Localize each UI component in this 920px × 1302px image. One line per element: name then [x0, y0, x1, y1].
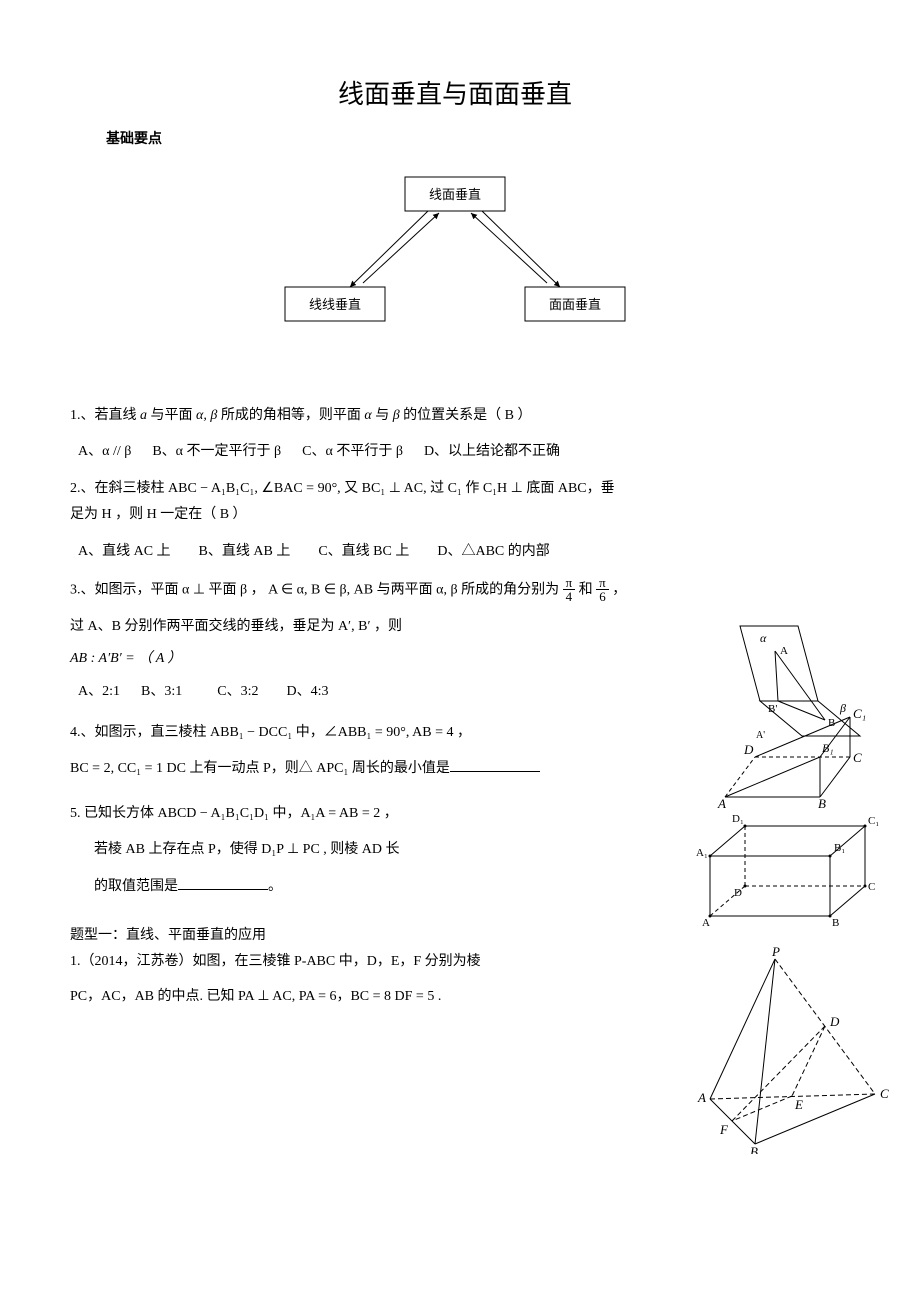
q2-line-a: 2.、在斜三棱柱 ABC − A₁B₁C₁, ∠BAC = 90°, 又 BC₁…	[70, 476, 840, 503]
flow-top-label: 线面垂直	[429, 187, 481, 202]
svg-text:A₁: A₁	[696, 847, 708, 859]
q4-line-a: 4.、如图示，直三棱柱 ABB₁ − DCC₁ 中，∠ABB₁ = 90°, A…	[70, 720, 690, 747]
svg-text:E: E	[794, 1097, 803, 1112]
question-1: 1.、若直线 a 与平面 α, β 所成的角相等，则平面 α 与 β 的位置关系…	[70, 403, 840, 430]
svg-text:C₁: C₁	[853, 706, 866, 721]
q1-options: A、α // β B、α 不一定平行于 β C、α 不平行于 β D、以上结论都…	[78, 439, 840, 466]
flow-right-label: 面面垂直	[549, 297, 601, 312]
q1-stem-b: 与平面	[147, 408, 196, 423]
svg-text:α: α	[760, 631, 767, 645]
q3-comma: ，	[612, 582, 626, 597]
q2-line-b: 足为 H ，则 H 一定在（ B ）	[70, 502, 840, 529]
svg-text:D: D	[829, 1014, 840, 1029]
question-4: 4.、如图示，直三棱柱 ABB₁ − DCC₁ 中，∠ABB₁ = 90°, A…	[70, 720, 690, 783]
svg-text:A: A	[780, 645, 788, 657]
flow-diagram: 线面垂直 线线垂直 面面垂直	[70, 172, 840, 353]
q3-line-b: 过 A、B 分别作两平面交线的垂线，垂足为 A′, B′ ，则	[70, 614, 690, 641]
q1-stem-d: 与	[372, 408, 393, 423]
q5-period: 。	[268, 879, 282, 894]
svg-text:A: A	[702, 917, 710, 926]
svg-text:C: C	[868, 881, 875, 893]
svg-text:D₁: D₁	[732, 813, 744, 825]
q5-blank	[178, 875, 268, 890]
svg-text:B₁: B₁	[834, 842, 845, 854]
t1-line-a: 1.（2014，江苏卷）如图，在三棱锥 P-ABC 中，D，E，F 分别为棱	[70, 949, 690, 976]
q3-line-c: AB : A′B′ = （ A ）	[70, 646, 690, 673]
q1-a: a	[140, 408, 147, 423]
section-basics: 基础要点	[106, 127, 840, 154]
figure-q5: A B C D A₁ B₁ C₁ D₁	[690, 796, 880, 926]
q3-frac2: π6	[596, 576, 609, 604]
svg-text:D: D	[743, 742, 754, 757]
svg-text:C₁: C₁	[868, 815, 879, 827]
q1-beta: β	[393, 408, 400, 423]
svg-text:F: F	[719, 1122, 729, 1137]
page-title: 线面垂直与面面垂直	[70, 70, 840, 119]
q4-line-b: BC = 2, CC₁ = 1 DC 上有一动点 P，则△ APC₁ 周长的最小…	[70, 761, 450, 776]
q1-stem-e: 的位置关系是（ B ）	[400, 408, 532, 423]
svg-text:C: C	[853, 750, 862, 765]
q5-line-b: 若棱 AB 上存在点 P，使得 D₁P ⊥ PC , 则棱 AD 长	[94, 837, 690, 864]
q5-line-a: 5. 已知长方体 ABCD − A₁B₁C₁D₁ 中，A₁A = AB = 2 …	[70, 801, 690, 828]
q1-alpha: α	[364, 408, 371, 423]
figure-t1: P A B C D E F	[680, 944, 900, 1154]
q1-stem-a: 1.、若直线	[70, 408, 140, 423]
svg-text:D: D	[734, 887, 742, 899]
q4-blank	[450, 757, 540, 772]
q1-ab: α, β	[196, 408, 217, 423]
q2-options: A、直线 AC 上 B、直线 AB 上 C、直线 BC 上 D、△ABC 的内部	[78, 539, 840, 566]
q3-options: A、2:1 B、3:1 C、3:2 D、4:3	[78, 679, 690, 706]
t1-line-b: PC，AC，AB 的中点. 已知 PA ⊥ AC, PA = 6，BC = 8 …	[70, 984, 690, 1011]
q3-a1: 3.、如图示，平面 α ⊥ 平面 β ， A ∈ α, B ∈ β, AB 与两…	[70, 582, 563, 597]
svg-text:B₁: B₁	[822, 741, 834, 755]
svg-text:B: B	[832, 917, 839, 926]
q3-frac1: π4	[563, 576, 576, 604]
q1-stem-c: 所成的角相等，则平面	[217, 408, 364, 423]
flow-left-label: 线线垂直	[309, 297, 361, 312]
svg-text:B: B	[750, 1144, 758, 1154]
question-3: 3.、如图示，平面 α ⊥ 平面 β ， A ∈ α, B ∈ β, AB 与两…	[70, 576, 690, 604]
question-5: 5. 已知长方体 ABCD − A₁B₁C₁D₁ 中，A₁A = AB = 2 …	[70, 801, 690, 901]
svg-text:P: P	[771, 944, 780, 959]
svg-text:C: C	[880, 1086, 889, 1101]
q5-line-c: 的取值范围是	[94, 879, 178, 894]
svg-text:A: A	[697, 1090, 706, 1105]
q3-and: 和	[579, 582, 597, 597]
question-2: 2.、在斜三棱柱 ABC − A₁B₁C₁, ∠BAC = 90°, 又 BC₁…	[70, 476, 840, 529]
